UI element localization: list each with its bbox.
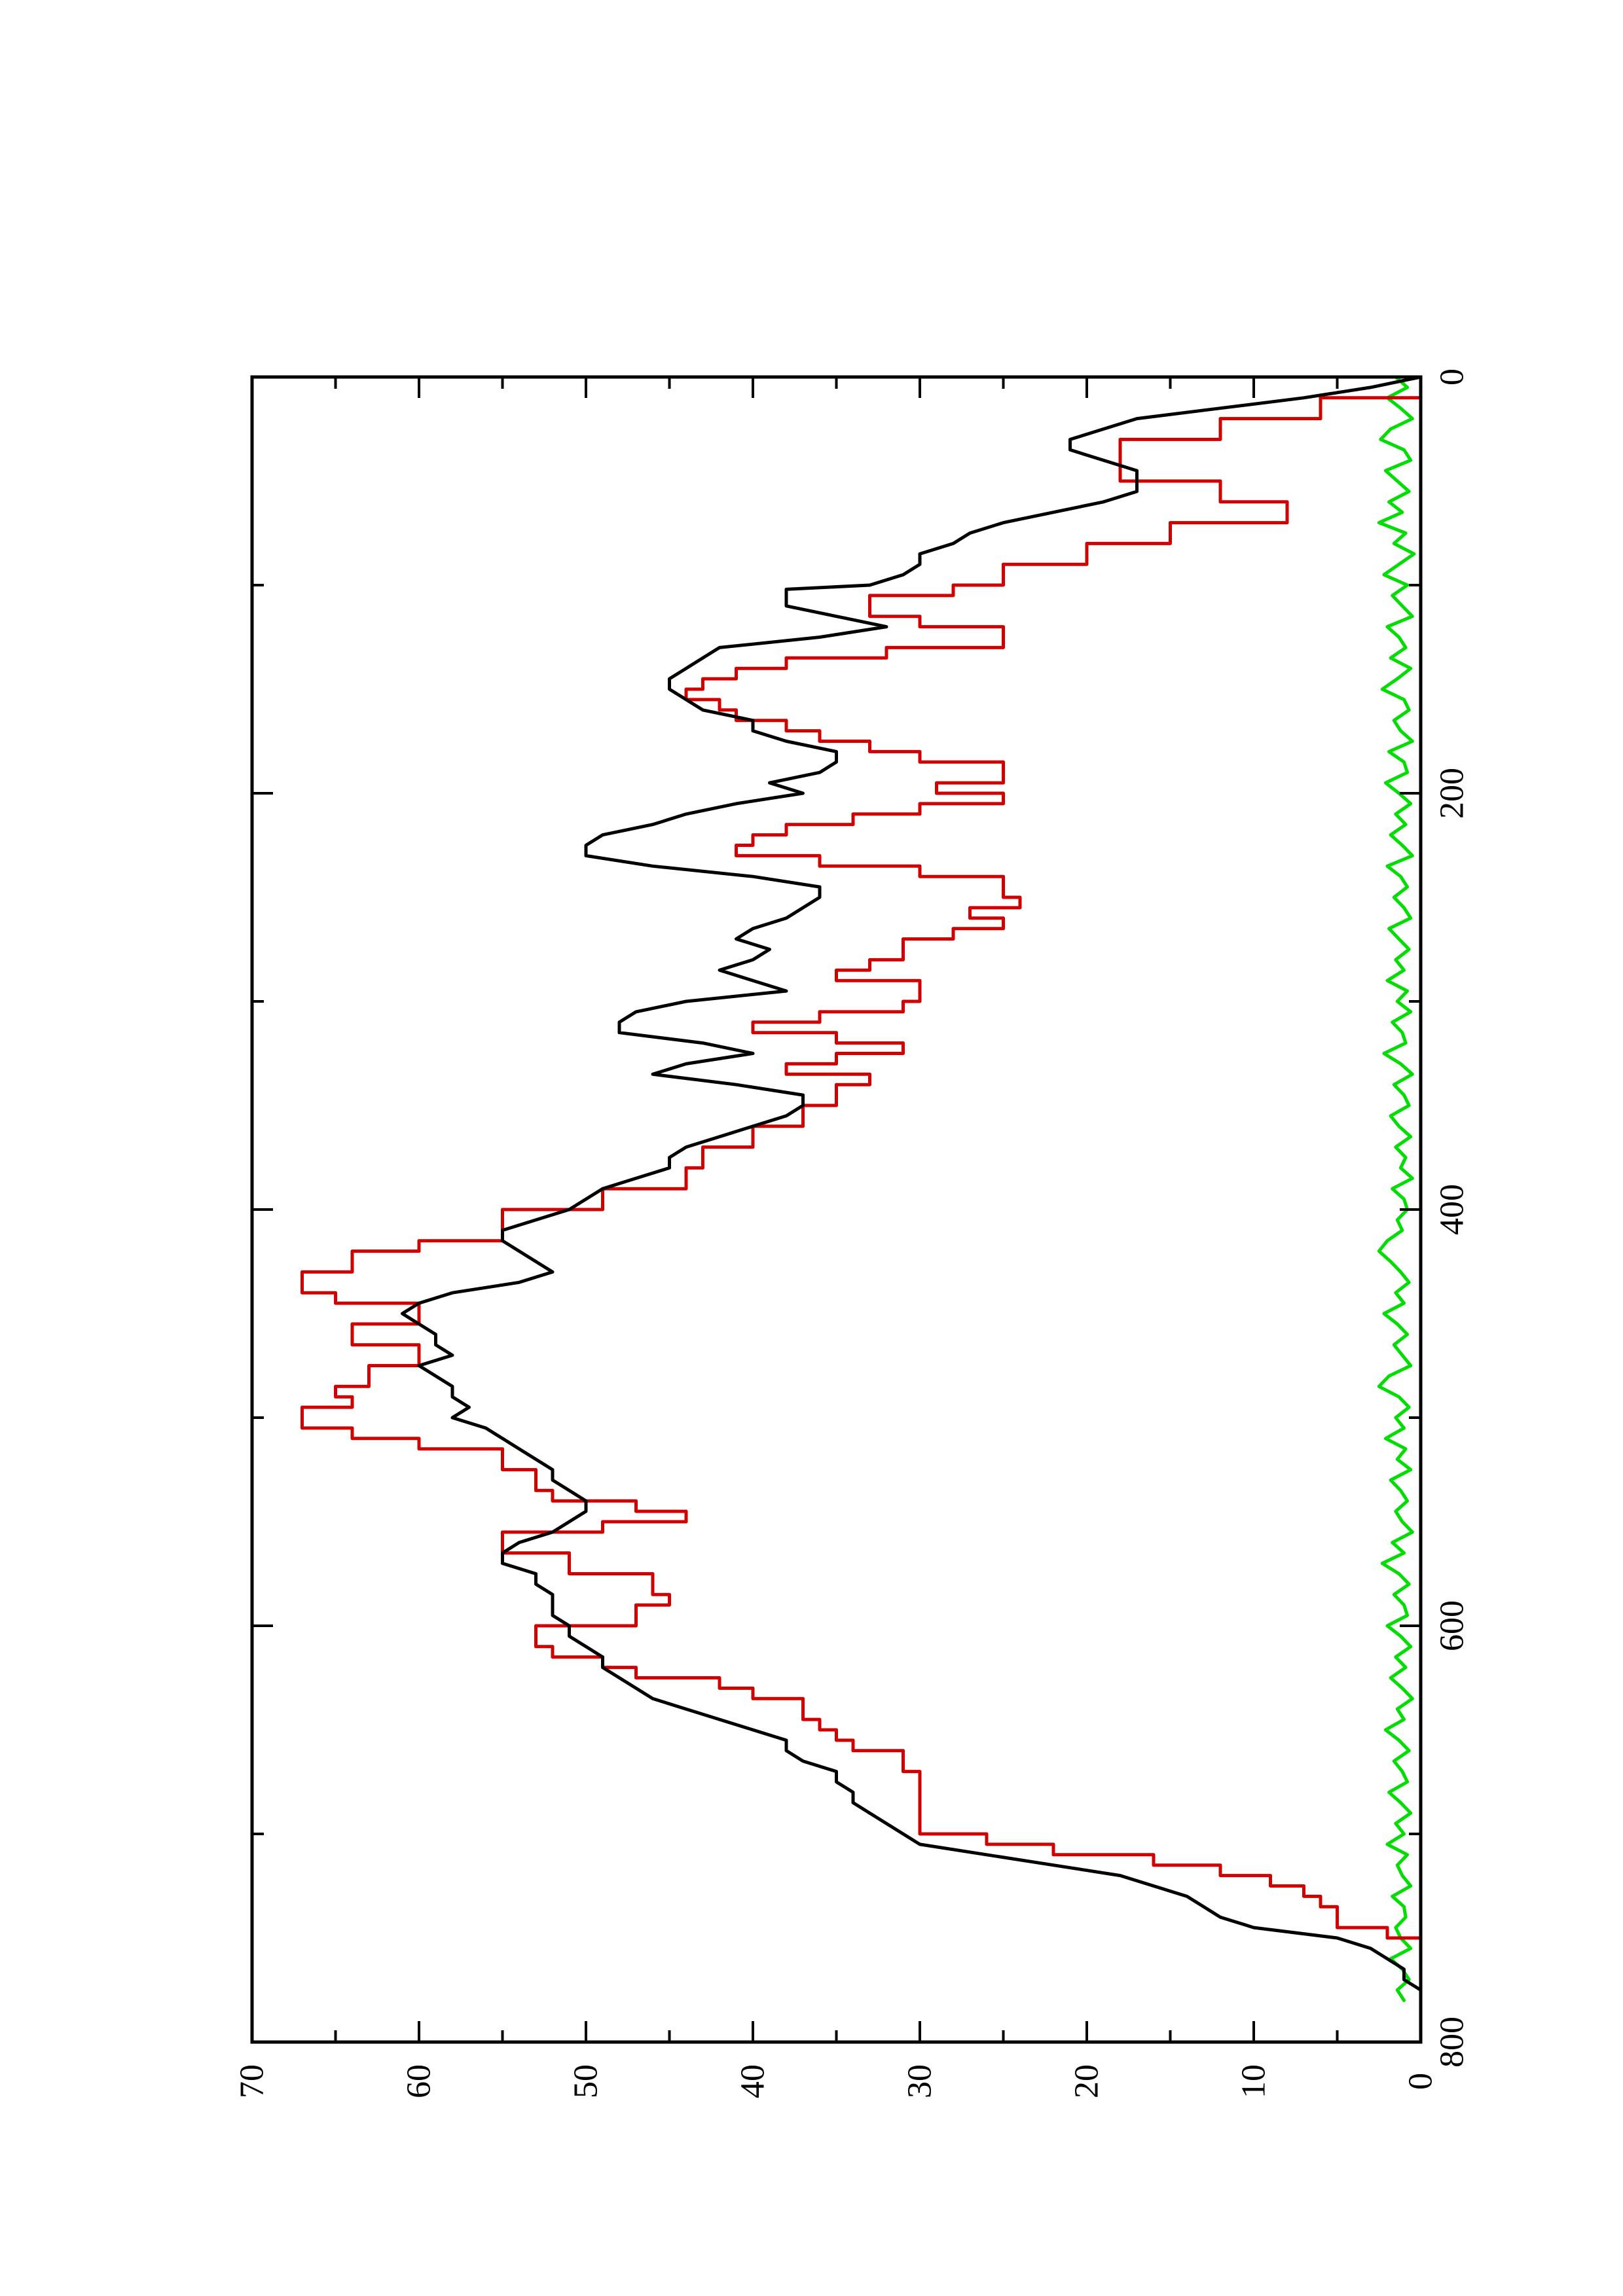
series-line-0 xyxy=(401,375,1423,1992)
y-tick-label: 70 xyxy=(234,2064,271,2098)
series-line-1 xyxy=(301,375,1423,1940)
x-tick-label: 200 xyxy=(1434,768,1471,819)
x-tick-label: 400 xyxy=(1434,1184,1471,1235)
series-line-2 xyxy=(1377,375,1416,2002)
y-tick-label: 60 xyxy=(401,2064,438,2098)
y-tick-label: 10 xyxy=(1235,2064,1273,2098)
x-tick-label: 800 xyxy=(1434,2017,1471,2068)
ticks-layer xyxy=(251,376,1422,2043)
series-1 xyxy=(301,375,1423,1940)
y-tick-label: 0 xyxy=(1402,2073,1440,2090)
y-tick-label: 40 xyxy=(735,2064,772,2098)
y-tick-label: 50 xyxy=(568,2064,605,2098)
x-tick-label: 0 xyxy=(1434,368,1471,386)
series-layer xyxy=(301,375,1423,2002)
plot-frame xyxy=(250,375,1423,2044)
y-tick-label: 30 xyxy=(902,2064,939,2098)
labels-layer: 0 200 400 600 800 0 10 20 30 40 50 60 70 xyxy=(234,368,1471,2098)
series-2 xyxy=(1377,375,1416,2002)
x-tick-label: 600 xyxy=(1434,1600,1471,1651)
series-0 xyxy=(401,375,1423,1992)
y-tick-label: 20 xyxy=(1068,2064,1106,2098)
